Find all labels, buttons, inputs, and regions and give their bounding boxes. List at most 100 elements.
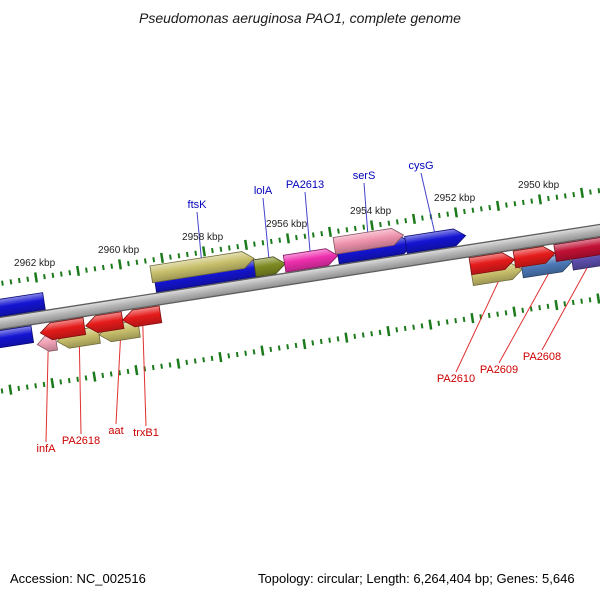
ruler-tick: [236, 244, 240, 250]
gene-arrow[interactable]: [468, 251, 516, 276]
ruler-tick: [421, 215, 424, 221]
gene-arrow-serS[interactable]: [332, 227, 405, 255]
ruler-tick: [521, 199, 525, 206]
ruler-tick: [253, 241, 256, 247]
ruler-tick: [319, 338, 323, 345]
gene-arrow-lolA[interactable]: [253, 255, 287, 278]
ruler-tick: [143, 366, 147, 372]
gene-arrow[interactable]: [0, 325, 35, 350]
gene-arrow-cysG[interactable]: [404, 227, 467, 254]
ruler-tick: [109, 371, 113, 377]
gene-arrow[interactable]: [0, 292, 46, 319]
ruler-tick: [588, 297, 592, 303]
ruler-tick: [496, 311, 499, 317]
ruler-tick: [530, 198, 534, 204]
ruler-tick: [378, 329, 382, 336]
ruler-label: 2960 kbp: [98, 244, 140, 256]
ruler-tick: [202, 357, 206, 363]
ruler-tick: [0, 388, 4, 394]
gene-arrow[interactable]: [84, 311, 125, 335]
ruler: [0, 187, 600, 395]
gene-label-aat: aat: [108, 425, 124, 437]
ruler-tick: [286, 344, 290, 350]
gene-arrow[interactable]: [512, 245, 556, 269]
gene-label-ftsK: ftsK: [187, 199, 207, 211]
ruler-tick: [8, 384, 13, 395]
ruler-tick: [160, 363, 164, 369]
ruler-tick: [25, 384, 29, 390]
gene-arrow-PA2613[interactable]: [282, 247, 339, 273]
ruler-tick: [9, 279, 13, 285]
ruler-tick: [34, 383, 38, 389]
ruler-tick: [278, 237, 282, 243]
ruler-tick: [193, 358, 197, 364]
ruler-tick: [152, 257, 156, 263]
gene-label-infA: infA: [36, 443, 56, 455]
ruler-label: 2958 kbp: [182, 231, 224, 243]
ruler-tick: [420, 323, 424, 329]
ruler-tick: [495, 200, 500, 211]
ruler-tick: [596, 293, 600, 304]
gene-arrow[interactable]: [39, 317, 87, 342]
ruler-tick: [361, 332, 365, 338]
ruler-tick: [277, 345, 281, 351]
ruler-tick: [521, 307, 525, 313]
ruler-tick: [479, 314, 483, 320]
ruler-tick: [42, 381, 46, 388]
ruler-label: 2962 kbp: [14, 257, 56, 269]
ruler-label: 2950 kbp: [518, 179, 560, 191]
ruler-tick: [295, 234, 298, 241]
ruler-tick: [260, 345, 265, 356]
ruler-tick: [529, 306, 533, 312]
ruler-tick: [370, 331, 374, 337]
ruler-tick: [379, 221, 382, 228]
gene-label-PA2613: PA2613: [285, 179, 325, 191]
ruler-tick: [470, 312, 475, 324]
ruler-tick: [34, 272, 39, 283]
ruler-tick: [537, 194, 542, 205]
ruler-tick: [269, 238, 273, 245]
ruler-tick: [589, 189, 592, 195]
ruler-tick: [93, 266, 97, 272]
ruler-tick: [143, 258, 147, 264]
gene-label-PA2609: PA2609: [479, 364, 519, 376]
ruler-tick: [117, 259, 123, 270]
ruler-tick: [50, 378, 55, 389]
gene-arrow-trxB1[interactable]: [121, 305, 163, 329]
ruler-tick: [563, 301, 567, 307]
ruler-tick: [328, 337, 332, 343]
gene-arrow-ftsK[interactable]: [149, 250, 255, 284]
ruler-tick: [579, 187, 584, 198]
ruler-tick: [101, 264, 105, 271]
ruler-tick: [445, 319, 449, 325]
ruler-tick: [353, 225, 357, 232]
gene-label-PA2610: PA2610: [436, 373, 476, 385]
ruler-tick: [362, 224, 366, 230]
ruler-tick: [512, 306, 517, 317]
ruler-tick: [169, 254, 172, 260]
ruler-tick: [26, 276, 30, 282]
genome-backbone: [0, 215, 600, 339]
ruler-tick: [411, 213, 416, 224]
ruler-tick: [17, 277, 21, 284]
ruler-tick: [1, 280, 4, 286]
ruler-tick: [68, 270, 72, 276]
ruler-tick: [243, 239, 248, 251]
ruler-label: 2954 kbp: [350, 205, 392, 217]
ruler-tick: [302, 338, 307, 350]
ruler-tick: [92, 371, 97, 382]
ruler-tick: [437, 212, 441, 219]
ruler-tick: [227, 353, 231, 359]
ruler-tick: [471, 207, 475, 213]
ruler-tick: [412, 324, 415, 330]
ruler-tick: [571, 299, 575, 306]
ruler-tick: [488, 205, 492, 211]
gene-arrow[interactable]: [553, 236, 600, 262]
ruler-tick: [337, 228, 340, 234]
ruler-tick: [344, 332, 349, 343]
ruler-tick: [67, 377, 71, 384]
ruler-tick: [194, 250, 198, 256]
gene-label-PA2618: PA2618: [61, 435, 101, 447]
ruler-tick: [429, 214, 433, 220]
ruler-tick: [345, 227, 349, 233]
